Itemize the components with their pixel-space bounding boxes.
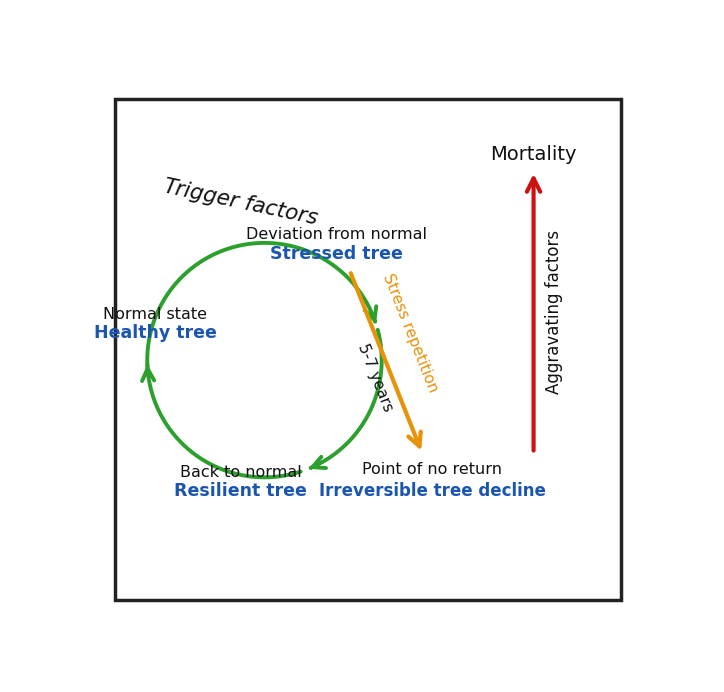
Text: Stress repetition: Stress repetition <box>379 271 440 394</box>
Text: Normal state: Normal state <box>104 307 207 322</box>
Text: 5-7 years: 5-7 years <box>355 342 395 414</box>
Text: Aggravating factors: Aggravating factors <box>545 230 563 394</box>
Text: Resilient tree: Resilient tree <box>174 482 307 500</box>
Text: Healthy tree: Healthy tree <box>94 325 216 343</box>
Text: Deviation from normal: Deviation from normal <box>246 228 427 242</box>
Text: Stressed tree: Stressed tree <box>270 244 403 262</box>
Text: Mortality: Mortality <box>490 145 577 165</box>
Text: Point of no return: Point of no return <box>362 462 502 477</box>
Text: Trigger factors: Trigger factors <box>161 177 319 229</box>
Text: Back to normal: Back to normal <box>180 464 301 480</box>
Text: Irreversible tree decline: Irreversible tree decline <box>319 482 546 500</box>
